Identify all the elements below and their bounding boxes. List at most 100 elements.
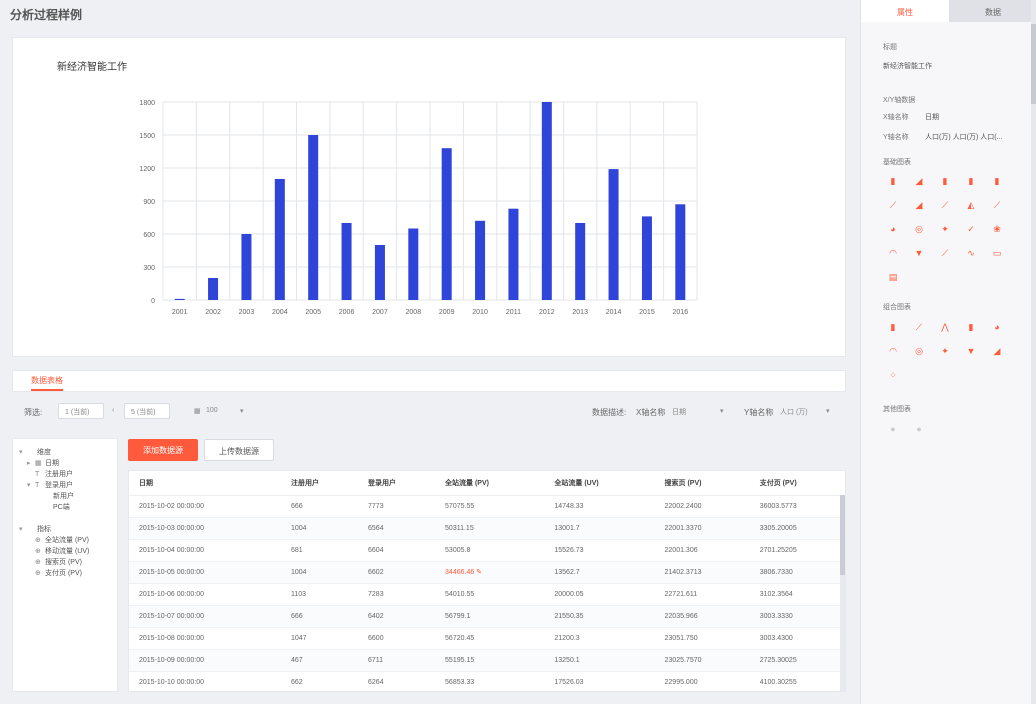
table-cell[interactable]: 3102.3564 xyxy=(749,583,845,606)
table-cell[interactable]: 2701.25205 xyxy=(749,539,845,562)
y-axis-select[interactable]: 人口 (万) xyxy=(780,409,808,416)
table-cell[interactable]: 681 xyxy=(281,539,359,562)
combo-radar-icon[interactable]: ✦ xyxy=(941,346,949,356)
table-cell[interactable]: 14748.33 xyxy=(544,495,655,518)
column-header[interactable]: 全站流量 (UV) xyxy=(544,471,655,496)
table-cell[interactable]: 7283 xyxy=(358,583,436,606)
table-cell[interactable]: 2015-10-10 00:00:00 xyxy=(129,671,281,691)
table-cell[interactable]: 50311.15 xyxy=(435,517,545,540)
bar-horizontal-icon[interactable]: ▮ xyxy=(968,176,974,186)
combo-area-icon[interactable]: ◢ xyxy=(993,346,1001,356)
combo-gauge-icon[interactable]: ◠ xyxy=(889,346,897,356)
chevron-icon[interactable]: ▾ xyxy=(27,482,31,489)
pie-chart-icon[interactable]: ◕ xyxy=(890,224,896,234)
wave-chart-icon[interactable]: ∿ xyxy=(967,248,975,258)
table-cell[interactable]: 3003.3330 xyxy=(749,605,845,628)
trend-line-icon[interactable]: ⟋ xyxy=(993,200,1001,210)
gauge-chart-icon[interactable]: ◠ xyxy=(889,248,897,258)
combo-bar-icon[interactable]: ▮ xyxy=(890,322,896,332)
table-cell[interactable]: 13250.1 xyxy=(544,649,655,672)
tree-item[interactable]: ▾ 指标 xyxy=(19,524,111,535)
table-cell[interactable]: 2015-10-06 00:00:00 xyxy=(129,583,281,606)
table-row[interactable]: 2015-10-09 00:00:00 467 6711 55195.15 13250.… xyxy=(129,649,845,672)
rose-chart-icon[interactable]: ❀ xyxy=(993,224,1001,234)
table-cell[interactable]: 2015-10-07 00:00:00 xyxy=(129,605,281,628)
table-cell[interactable]: 1004 xyxy=(281,561,359,584)
line-chart-icon[interactable]: ⟋ xyxy=(889,200,897,210)
step-line-icon[interactable]: ⟋ xyxy=(941,200,949,210)
combo-donut-icon[interactable]: ◎ xyxy=(915,346,923,356)
table-cell[interactable]: 2015-10-03 00:00:00 xyxy=(129,517,281,540)
table-cell[interactable]: 56720.45 xyxy=(435,627,545,650)
row-count-select[interactable]: 100 xyxy=(206,407,218,414)
table-cell[interactable]: 1047 xyxy=(281,627,359,650)
line-area-icon[interactable]: ◢ xyxy=(915,200,923,210)
tree-item[interactable]: 新用户 xyxy=(19,491,111,502)
table-cell[interactable]: 23025.7570 xyxy=(654,649,750,672)
tab-data[interactable]: 数据 xyxy=(949,0,1036,22)
combo-pie-icon[interactable]: ◕ xyxy=(994,322,1000,332)
flow-chart-icon[interactable]: ● xyxy=(916,424,922,434)
mountain-chart-icon[interactable]: ◭ xyxy=(967,200,975,210)
x-axis-select[interactable]: 日期 xyxy=(672,409,686,416)
table-cell[interactable]: 21550.35 xyxy=(544,605,655,628)
table-cell[interactable]: 6264 xyxy=(358,671,436,691)
table-cell[interactable]: 34466.46 ✎ xyxy=(435,561,545,584)
tree-item[interactable]: T 注册用户 xyxy=(19,469,111,480)
area-chart-icon[interactable]: ◢ xyxy=(915,176,923,186)
table-cell[interactable]: 22002.2400 xyxy=(654,495,750,518)
table-cell[interactable]: 15526.73 xyxy=(544,539,655,562)
table-cell[interactable]: 23051.750 xyxy=(654,627,750,650)
table-cell[interactable]: 53005.8 xyxy=(435,539,545,562)
combo-scatter-icon[interactable]: ⁘ xyxy=(889,370,897,380)
title-value[interactable]: 新经济智能工作 xyxy=(883,63,932,70)
box-chart-icon[interactable]: ▭ xyxy=(992,248,1002,258)
tree-item[interactable]: ⊕ 移动流量 (UV) xyxy=(19,546,111,557)
table-cell[interactable]: 6602 xyxy=(358,561,436,584)
table-cell[interactable]: 21402.3713 xyxy=(654,561,750,584)
table-chart-icon[interactable]: ▤ xyxy=(888,272,898,282)
table-cell[interactable]: 22001.3370 xyxy=(654,517,750,540)
table-row[interactable]: 2015-10-06 00:00:00 1103 7283 54010.55 20000… xyxy=(129,583,845,606)
table-row[interactable]: 2015-10-10 00:00:00 662 6264 56853.33 17526.… xyxy=(129,671,845,691)
table-cell[interactable]: 20000.05 xyxy=(544,583,655,606)
table-cell[interactable]: 55195.15 xyxy=(435,649,545,672)
table-cell[interactable]: 666 xyxy=(281,495,359,518)
tree-item[interactable] xyxy=(19,513,111,524)
tree-item[interactable]: ⊕ 全站流量 (PV) xyxy=(19,535,111,546)
table-cell[interactable]: 2015-10-04 00:00:00 xyxy=(129,539,281,562)
table-cell[interactable]: 22035.966 xyxy=(654,605,750,628)
combo-line-icon[interactable]: ⟋ xyxy=(915,322,923,332)
table-scrollbar[interactable] xyxy=(840,495,845,691)
combo-mixed-icon[interactable]: ⋀ xyxy=(941,322,949,332)
filter-from-input[interactable]: 1 (当前) xyxy=(58,403,104,419)
tree-item[interactable]: ▸ ▦ 日期 xyxy=(19,458,111,469)
table-cell[interactable]: 3003.4300 xyxy=(749,627,845,650)
table-cell[interactable]: 6402 xyxy=(358,605,436,628)
table-cell[interactable]: 21200.3 xyxy=(544,627,655,650)
table-cell[interactable]: 666 xyxy=(281,605,359,628)
table-cell[interactable]: 2015-10-02 00:00:00 xyxy=(129,495,281,518)
table-cell[interactable]: 2015-10-05 00:00:00 xyxy=(129,561,281,584)
table-cell[interactable]: 1103 xyxy=(281,583,359,606)
table-row[interactable]: 2015-10-07 00:00:00 666 6402 56799.1 21550.3… xyxy=(129,605,845,628)
column-header[interactable]: 登录用户 xyxy=(358,471,436,496)
table-cell[interactable]: 54010.55 xyxy=(435,583,545,606)
table-row[interactable]: 2015-10-08 00:00:00 1047 6600 56720.45 21200… xyxy=(129,627,845,650)
tree-item[interactable]: ▾ T 登录用户 xyxy=(19,480,111,491)
timeline-chart-icon[interactable]: ⟋ xyxy=(941,248,949,258)
table-cell[interactable]: 4100.30255 xyxy=(749,671,845,691)
y-axis-name-value[interactable]: 人口(万) 人口(万) 人口(... xyxy=(925,134,1003,141)
table-cell[interactable]: 2015-10-08 00:00:00 xyxy=(129,627,281,650)
combo-funnel-icon[interactable]: ▼ xyxy=(966,346,976,356)
add-datasource-button[interactable]: 添加数据源 xyxy=(128,439,198,461)
tree-item[interactable]: ⊕ 支付页 (PV) xyxy=(19,568,111,579)
radar-chart-icon[interactable]: ✦ xyxy=(941,224,949,234)
column-header[interactable]: 支付页 (PV) xyxy=(749,471,845,496)
check-chart-icon[interactable]: ✓ xyxy=(967,224,975,234)
chevron-icon[interactable]: ▾ xyxy=(19,449,23,456)
tree-item[interactable]: ⊕ 搜索页 (PV) xyxy=(19,557,111,568)
tree-item[interactable]: ▾ 维度 xyxy=(19,447,111,458)
chevron-icon[interactable]: ▸ xyxy=(27,460,31,467)
chevron-down-icon[interactable]: ▾ xyxy=(826,408,830,415)
